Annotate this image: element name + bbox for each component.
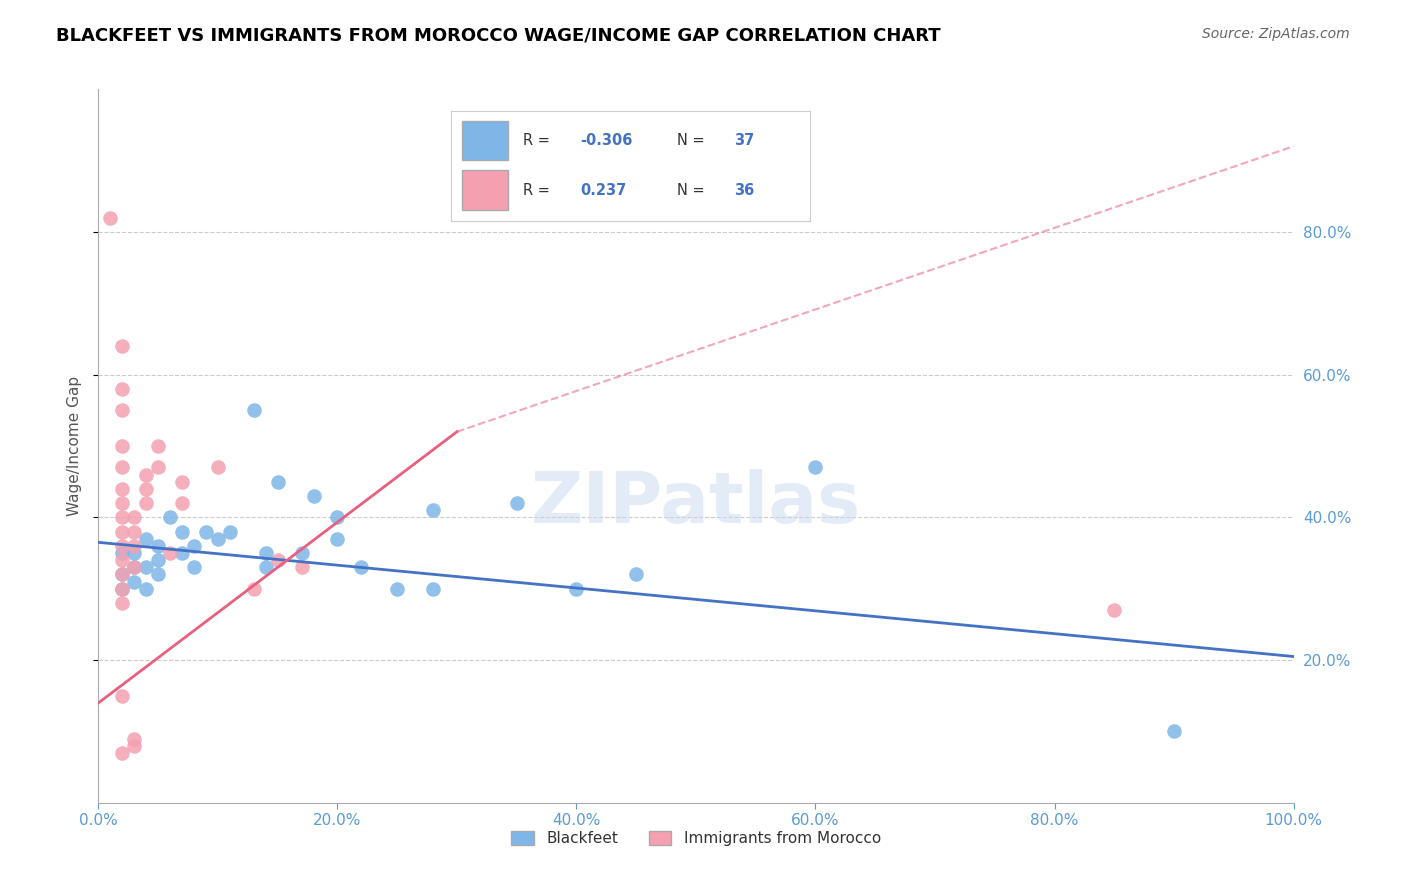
Point: [135, 532, 157, 546]
Point: [111, 510, 134, 524]
Point: [422, 582, 444, 596]
Point: [111, 482, 134, 496]
Point: [148, 539, 170, 553]
Point: [111, 582, 134, 596]
Point: [111, 567, 134, 582]
Point: [243, 403, 266, 417]
Point: [291, 560, 314, 574]
Point: [565, 582, 588, 596]
Point: [422, 503, 444, 517]
Point: [111, 582, 134, 596]
Point: [111, 746, 134, 760]
Point: [626, 567, 648, 582]
Point: [183, 560, 205, 574]
Point: [98, 211, 122, 225]
Point: [148, 460, 170, 475]
Point: [207, 532, 229, 546]
Point: [207, 460, 229, 475]
Point: [302, 489, 325, 503]
Point: [111, 403, 134, 417]
Point: [254, 546, 277, 560]
Legend: Blackfeet, Immigrants from Morocco: Blackfeet, Immigrants from Morocco: [505, 825, 887, 852]
Point: [111, 339, 134, 353]
Point: [135, 496, 157, 510]
Point: [111, 539, 134, 553]
Point: [135, 560, 157, 574]
Point: [135, 482, 157, 496]
Point: [183, 539, 205, 553]
Point: [111, 382, 134, 396]
Point: [172, 496, 194, 510]
Point: [148, 439, 170, 453]
Point: [124, 524, 146, 539]
Point: [148, 553, 170, 567]
Point: [124, 539, 146, 553]
Point: [1104, 603, 1126, 617]
Point: [291, 546, 314, 560]
Point: [111, 553, 134, 567]
Point: [172, 475, 194, 489]
Point: [326, 532, 349, 546]
Point: [111, 460, 134, 475]
Point: [111, 546, 134, 560]
Point: [267, 553, 290, 567]
Text: BLACKFEET VS IMMIGRANTS FROM MOROCCO WAGE/INCOME GAP CORRELATION CHART: BLACKFEET VS IMMIGRANTS FROM MOROCCO WAG…: [56, 27, 941, 45]
Y-axis label: Wage/Income Gap: Wage/Income Gap: [66, 376, 82, 516]
Text: ZIPatlas: ZIPatlas: [531, 468, 860, 538]
Point: [124, 739, 146, 753]
Point: [148, 567, 170, 582]
Text: Source: ZipAtlas.com: Source: ZipAtlas.com: [1202, 27, 1350, 41]
Point: [124, 560, 146, 574]
Point: [159, 510, 181, 524]
Point: [124, 560, 146, 574]
Point: [111, 596, 134, 610]
Point: [385, 582, 409, 596]
Point: [172, 524, 194, 539]
Point: [111, 689, 134, 703]
Point: [111, 439, 134, 453]
Point: [159, 546, 181, 560]
Point: [124, 546, 146, 560]
Point: [135, 467, 157, 482]
Point: [219, 524, 242, 539]
Point: [124, 731, 146, 746]
Point: [506, 496, 529, 510]
Point: [135, 582, 157, 596]
Point: [124, 510, 146, 524]
Point: [254, 560, 277, 574]
Point: [172, 546, 194, 560]
Point: [124, 574, 146, 589]
Point: [350, 560, 373, 574]
Point: [195, 524, 218, 539]
Point: [804, 460, 827, 475]
Point: [243, 582, 266, 596]
Point: [111, 496, 134, 510]
Point: [267, 475, 290, 489]
Point: [111, 567, 134, 582]
Point: [111, 524, 134, 539]
Point: [326, 510, 349, 524]
Point: [1163, 724, 1185, 739]
